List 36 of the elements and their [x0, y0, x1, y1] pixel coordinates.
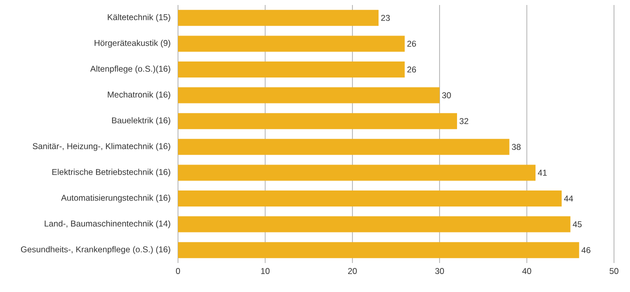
y-tick-label: Gesundheits-, Krankenpflege (o.S.) (16) [20, 246, 170, 254]
y-tick-label: Bauelektrik (16) [112, 117, 170, 126]
x-tick-label: 40 [522, 268, 532, 274]
data-label: 44 [564, 196, 574, 202]
x-tick-label: 0 [176, 268, 180, 274]
y-tick-label: Land-, Baumaschinentechnik (14) [44, 220, 170, 228]
data-label: 46 [582, 247, 590, 254]
data-label: 23 [381, 14, 390, 21]
y-tick-label: Kältetechnik (15) [108, 14, 170, 22]
y-tick-label: Automatisierungstechnik (16) [61, 194, 170, 202]
bar [178, 216, 570, 232]
bar [178, 87, 440, 104]
data-label: 26 [407, 66, 416, 72]
x-tick-label: 50 [610, 268, 618, 274]
data-label: 26 [407, 40, 416, 47]
y-tick-label: Altenpflege (o.S.)(16) [90, 66, 170, 74]
x-tick-label: 10 [261, 268, 270, 274]
data-label: 38 [512, 144, 521, 150]
data-label: 41 [538, 170, 547, 176]
x-tick-label: 30 [435, 268, 444, 274]
y-tick-label: Sanitär-, Heizung-, Klimatechnik (16) [32, 142, 170, 151]
data-label: 32 [460, 118, 468, 124]
y-tick-label: Elektrische Betriebstechnik (16) [52, 168, 170, 177]
bar [178, 242, 580, 258]
bar [178, 36, 405, 52]
bar [178, 138, 510, 155]
bar [178, 190, 562, 206]
x-tick-label: 20 [348, 268, 357, 274]
y-tick-label: Mechatronik (16) [108, 91, 170, 100]
bar [178, 10, 379, 26]
y-tick-label: Hörgeräteakustik (9) [94, 40, 170, 48]
data-label: 45 [572, 221, 582, 228]
data-label: 30 [442, 92, 451, 98]
bar [178, 113, 458, 130]
bar [178, 61, 405, 78]
bar [178, 164, 536, 181]
